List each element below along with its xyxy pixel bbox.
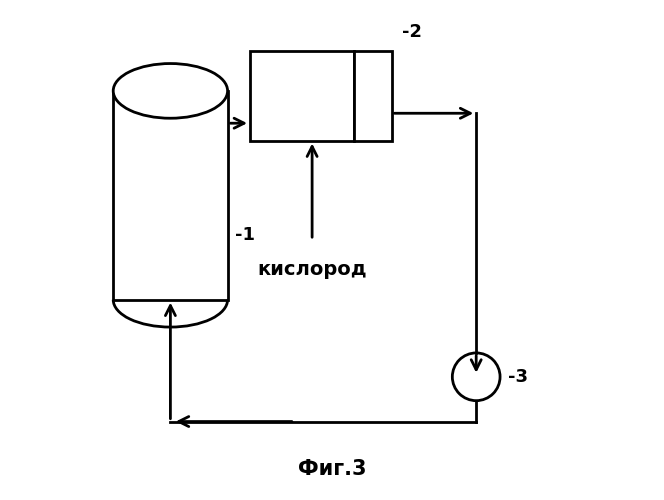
Text: -2: -2 — [402, 23, 422, 41]
Bar — [355, 51, 392, 141]
Bar — [250, 51, 355, 141]
Text: -1: -1 — [235, 226, 255, 244]
Bar — [114, 91, 228, 300]
Text: -3: -3 — [507, 368, 527, 386]
Ellipse shape — [114, 64, 228, 118]
Text: Фиг.3: Фиг.3 — [297, 458, 367, 478]
Text: кислород: кислород — [257, 260, 367, 279]
Circle shape — [452, 353, 500, 401]
